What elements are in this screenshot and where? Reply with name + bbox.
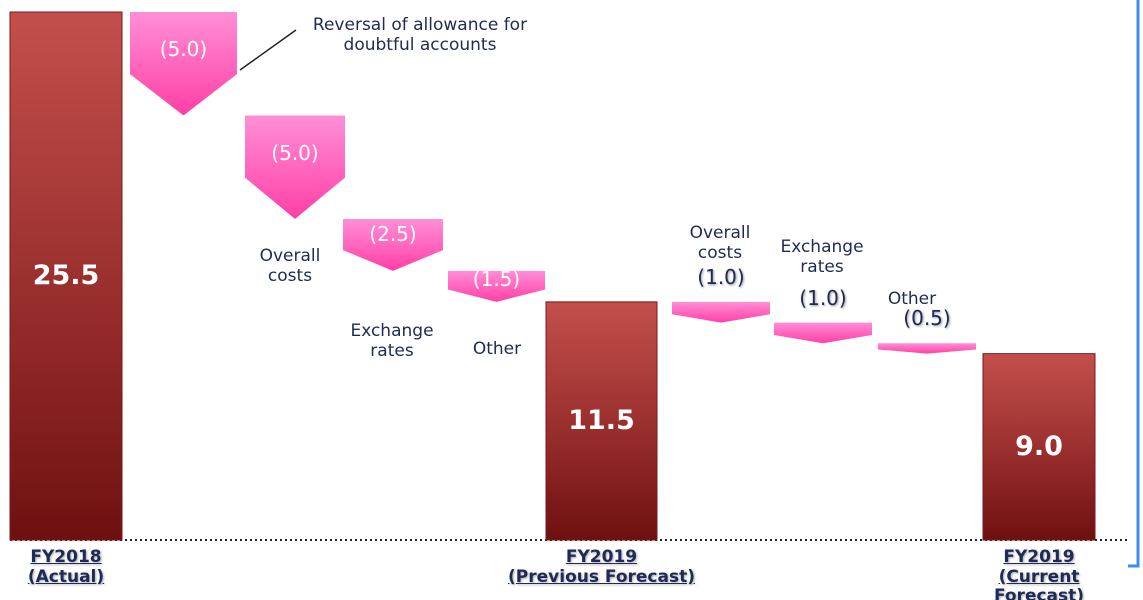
- category-label: Exchange rates: [780, 237, 864, 277]
- category-label: FY2019 (Current Forecast): [993, 547, 1085, 600]
- value-label: (1.5): [472, 267, 521, 292]
- total-bar: [9, 11, 123, 541]
- value-label: 9.0: [1015, 430, 1063, 462]
- decrease-step: [448, 270, 545, 302]
- category-label: FY2019 (Previous Forecast): [508, 547, 695, 587]
- decrease-step: [774, 322, 872, 344]
- total-bar: [982, 353, 1096, 541]
- category-label: Other: [472, 339, 522, 359]
- value-label: (0.5): [903, 306, 951, 331]
- total-bar: [545, 301, 658, 541]
- decrease-step: [130, 12, 237, 116]
- decrease-step: [245, 115, 345, 220]
- category-label: Other: [887, 289, 937, 309]
- category-label: Overall costs: [259, 246, 321, 286]
- value-label: 11.5: [568, 404, 635, 436]
- value-label: (1.0): [697, 264, 745, 289]
- value-label: (2.5): [369, 221, 417, 246]
- value-label: (5.0): [271, 140, 319, 165]
- category-label: Exchange rates: [350, 321, 434, 361]
- value-label: 25.5: [32, 260, 100, 291]
- value-label: (5.0): [159, 37, 208, 61]
- decrease-step: [343, 219, 443, 271]
- category-label: FY2018 (Actual): [27, 547, 105, 587]
- value-label: (1.0): [799, 285, 847, 310]
- decrease-step: [878, 343, 976, 354]
- annotation-leader: [239, 29, 297, 71]
- category-label: Reversal of allowance for doubtful accou…: [312, 15, 528, 55]
- category-label: Overall costs: [689, 223, 751, 263]
- decrease-step: [672, 301, 770, 323]
- frame-border: [1128, 0, 1140, 568]
